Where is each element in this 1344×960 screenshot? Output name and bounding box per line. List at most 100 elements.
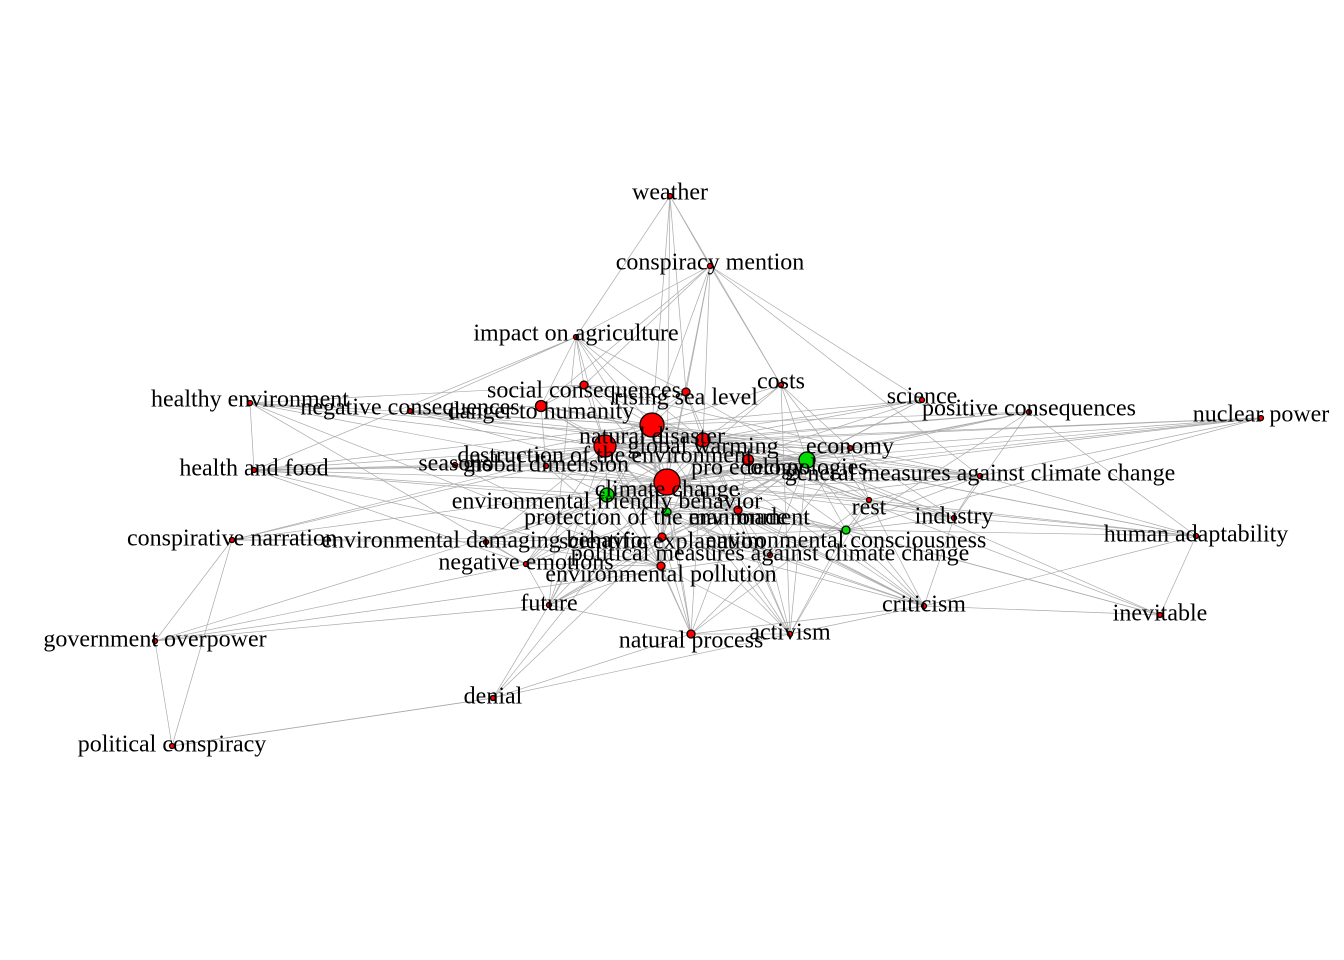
edge-conspiracy-mention-general-measures (709, 265, 981, 477)
edge-env-consciousness-inevitable (845, 529, 1161, 616)
node-label-protection-env: protection of the environment (524, 505, 810, 531)
edge-social-cons-natural-disaster (583, 384, 653, 426)
edge-natural-disaster-natural-process (651, 424, 692, 635)
edge-weather-natural-disaster (651, 195, 671, 426)
edge-scientific-expl-future (548, 536, 663, 606)
node-label-conspiracy-mention: conspiracy mention (616, 250, 805, 276)
label-layer: weather conspiracy mention impact on agric… (43, 180, 1329, 758)
node-health-food (250, 466, 258, 474)
node-label-negative-cons: negative consequences (300, 395, 519, 421)
node-label-negative-emotions: negative emotions (438, 550, 613, 576)
edge-technologies-industry (806, 459, 955, 519)
edge-env-damaging-scientific-expl (485, 536, 663, 543)
edge-danger-humanity-man-made (540, 405, 739, 511)
edge-protection-env-man-made (666, 509, 739, 513)
edge-science-destruction-env (604, 399, 923, 447)
edge-political-conspiracy-denial (171, 697, 494, 747)
edge-protection-env-env-consciousness (666, 511, 847, 531)
node-label-denial: denial (464, 684, 523, 710)
edge-env-friendly-env-consciousness (606, 494, 847, 531)
edge-env-friendly-env-damaging (485, 494, 608, 543)
node-label-costs: costs (757, 369, 805, 395)
edge-man-made-env-consciousness (737, 509, 847, 531)
edge-gov-overpower-political-conspiracy (154, 640, 173, 747)
edge-negative-cons-natural-disaster (409, 410, 653, 426)
node-rising-sea (681, 387, 691, 397)
edge-conspiracy-mention-global-warming (702, 265, 711, 441)
edge-negative-emotions-future (525, 563, 550, 606)
edge-env-friendly-protection-env (606, 494, 668, 513)
edge-conspirative-narr-env-damaging (231, 539, 487, 543)
edge-human-adapt-env-consciousness (845, 529, 1197, 537)
edge-rest-natural-process (690, 499, 870, 635)
edge-global-warming-pro-ecology (702, 439, 749, 461)
edge-env-pollution-activism (660, 565, 791, 635)
node-danger-humanity (534, 399, 548, 413)
node-natural-disaster (639, 412, 665, 438)
edge-negative-emotions-env-pollution (525, 563, 662, 567)
node-nuclear-power (1257, 414, 1265, 422)
node-label-political-measures: political measures against climate chang… (571, 541, 970, 567)
node-conspirative-narr (228, 536, 236, 544)
node-label-positive-cons: positive consequences (922, 396, 1136, 422)
edge-negative-cons-danger-humanity (409, 405, 542, 412)
edge-positive-cons-technologies (806, 411, 1030, 461)
edge-rest-criticism (868, 499, 925, 607)
edge-economy-industry (849, 447, 955, 519)
node-label-danger-humanity: danger to humanity (448, 399, 635, 425)
edge-climate-change-activism (666, 481, 791, 635)
edge-rest-env-consciousness (845, 499, 870, 531)
node-seasons (451, 461, 459, 469)
edge-climate-change-denial (492, 481, 668, 699)
node-protection-env (662, 507, 672, 517)
node-negative-emotions (522, 560, 530, 568)
edge-nuclear-power-technologies (806, 417, 1262, 461)
edge-conspiracy-mention-impact-agri (575, 265, 711, 338)
node-scientific-expl (657, 532, 667, 542)
edge-weather-climate-change (666, 195, 671, 483)
edge-social-cons-healthy-env (249, 384, 585, 404)
node-future (545, 601, 553, 609)
edge-global-warming-economy (702, 439, 851, 449)
edge-scientific-expl-natural-process (661, 536, 692, 635)
edge-healthy-env-destruction-env (249, 402, 606, 447)
edge-costs-global-warming (702, 384, 782, 441)
edge-conspiracy-mention-social-cons (583, 265, 711, 386)
edge-protection-env-political-measures (666, 511, 771, 556)
edge-climate-change-criticism (666, 481, 925, 607)
edge-global-dimension-env-friendly (545, 465, 608, 496)
edge-climate-change-rest (666, 481, 870, 501)
edge-global-dimension-global-warming (545, 439, 704, 467)
edge-future-gov-overpower (154, 604, 550, 642)
node-impact-agri (572, 333, 580, 341)
edge-general-measures-climate-change (666, 475, 981, 483)
edge-natural-disaster-activism (651, 424, 791, 635)
edge-general-measures-protection-env (666, 475, 981, 513)
edge-general-measures-rest (868, 475, 981, 501)
edge-nuclear-power-env-friendly (606, 417, 1262, 496)
edge-env-pollution-natural-process (660, 565, 692, 635)
node-label-scientific-expl: scientific explanation (559, 529, 765, 555)
edge-climate-change-negative-emotions (525, 481, 668, 565)
edge-climate-change-human-adapt (666, 481, 1197, 537)
edge-criticism-activism (789, 605, 925, 635)
edge-positive-cons-env-consciousness (845, 411, 1030, 531)
edge-industry-env-consciousness (845, 517, 955, 531)
edge-global-warming-natural-process (690, 439, 704, 635)
edge-env-friendly-future (548, 494, 608, 606)
edge-industry-criticism (923, 517, 955, 607)
edge-health-food-climate-change (253, 469, 668, 483)
node-env-consciousness (841, 525, 851, 535)
edge-health-food-man-made (253, 469, 739, 511)
edge-climate-change-political-measures (666, 481, 771, 556)
edge-human-adapt-criticism (923, 535, 1197, 607)
node-label-health-food: health and food (179, 456, 328, 482)
edge-man-made-future (548, 509, 739, 606)
edge-impact-agri-climate-change (575, 336, 668, 483)
node-activism (786, 630, 794, 638)
edge-technologies-human-adapt (806, 459, 1197, 537)
edge-criticism-natural-process (690, 605, 925, 635)
edge-positive-cons-industry (953, 411, 1030, 519)
node-weather (666, 192, 674, 200)
node-label-conspirative-narr: conspirative narration (127, 526, 337, 552)
